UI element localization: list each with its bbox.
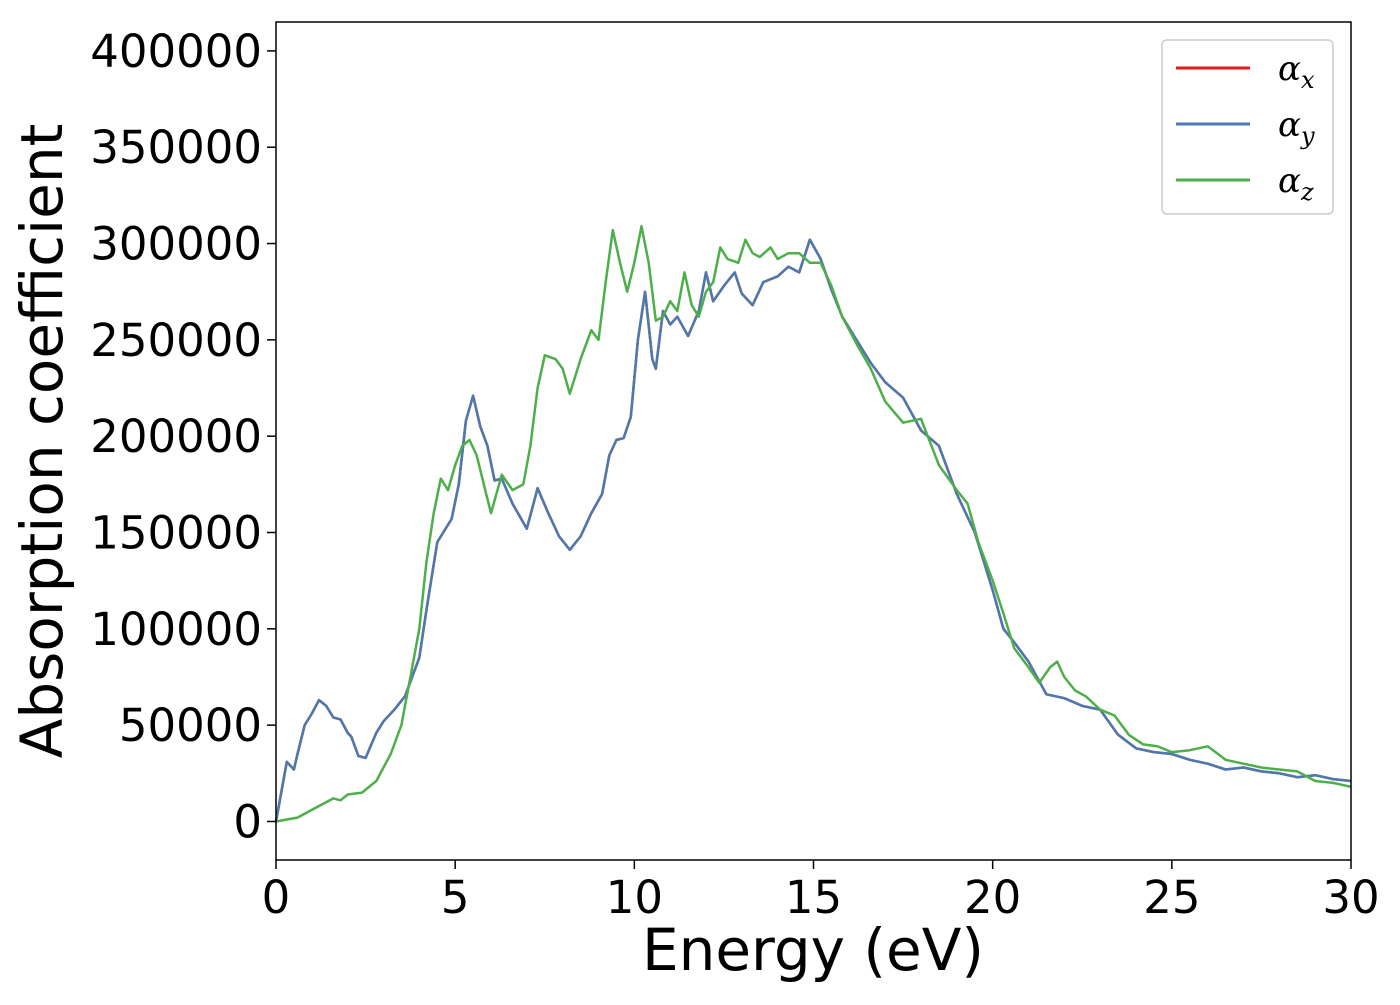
x-axis-title: Energy (eV) <box>642 916 984 984</box>
x-tick-label: 25 <box>1143 871 1200 924</box>
y-tick-label: 350000 <box>90 121 262 174</box>
x-tick-label: 15 <box>785 871 842 924</box>
x-axis-ticks: 0 5 10 15 20 25 30 <box>262 860 1380 924</box>
y-tick-label: 250000 <box>90 314 262 367</box>
y-tick-label: 200000 <box>90 410 262 463</box>
y-tick-label: 50000 <box>119 699 262 752</box>
x-tick-label: 10 <box>606 871 663 924</box>
y-tick-label: 400000 <box>90 25 262 78</box>
x-tick-label: 5 <box>441 871 470 924</box>
x-tick-label: 0 <box>262 871 291 924</box>
series-line-x <box>274 238 1352 822</box>
y-axis-ticks: 0 50000 100000 150000 200000 250000 300000 3500… <box>90 25 276 848</box>
y-tick-label: 300000 <box>90 218 262 271</box>
series-lines <box>274 224 1352 823</box>
series-line-y <box>274 238 1352 822</box>
x-tick-label: 20 <box>964 871 1021 924</box>
y-tick-label: 150000 <box>90 507 262 560</box>
y-tick-label: 0 <box>233 795 262 848</box>
x-tick-label: 30 <box>1322 871 1379 924</box>
series-line-z <box>275 224 1352 823</box>
y-axis-title: Absorption coefficient <box>8 124 76 759</box>
y-tick-label: 100000 <box>90 603 262 656</box>
legend-box <box>1161 39 1334 215</box>
